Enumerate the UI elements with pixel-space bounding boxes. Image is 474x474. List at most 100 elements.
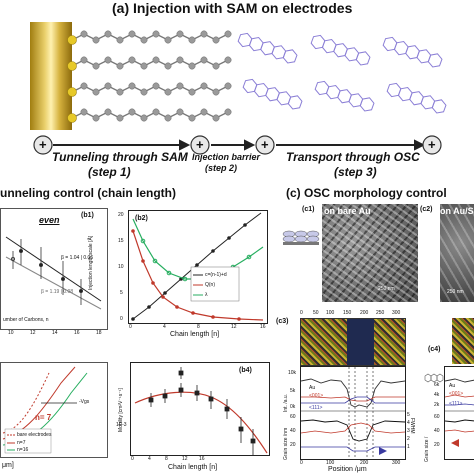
c3-p001: <001> bbox=[309, 393, 324, 399]
c3-map bbox=[300, 318, 406, 366]
b4-xtick: 0 bbox=[131, 456, 134, 462]
panel-b4: (b4) bbox=[130, 362, 270, 456]
b1-plot bbox=[5, 236, 102, 310]
c4-label: (c4) bbox=[428, 346, 441, 353]
c3-ytick-right: 4 bbox=[407, 420, 410, 426]
b4-xtick: 8 bbox=[165, 456, 168, 462]
b1-tag: even bbox=[39, 215, 60, 225]
transport-arrows bbox=[53, 139, 426, 151]
c1-label: (c1) bbox=[302, 206, 315, 213]
b2-label: (b2) bbox=[135, 215, 148, 222]
c3-top-tick: 300 bbox=[392, 310, 401, 316]
figure-title-a: (a) Injection with SAM on electrodes bbox=[112, 0, 353, 16]
charge-circles bbox=[33, 135, 442, 155]
plus-sign: + bbox=[261, 137, 269, 152]
c3-ytick-grain: 60 bbox=[290, 414, 296, 420]
b2-ytick: 0 bbox=[120, 316, 123, 322]
c2-label: (c2) bbox=[420, 206, 433, 213]
c3-p111: <111> bbox=[309, 405, 323, 411]
panel-b1: (b1) even β = 1.04 | 0.06 β = 1.19 | 0.0… bbox=[0, 208, 108, 330]
panel-c3-plot: Au <001> <111> bbox=[300, 366, 406, 460]
b2-legend-item: λ bbox=[205, 292, 208, 298]
b1-xlabel: umber of Carbons, n bbox=[3, 317, 49, 323]
c3-ytick-right: 1 bbox=[407, 444, 410, 450]
c3-xlabel: Position /μm bbox=[328, 466, 367, 473]
c4-au: Au bbox=[449, 383, 456, 389]
c3-ytick-grain: 40 bbox=[290, 428, 296, 434]
c4-map bbox=[452, 318, 474, 364]
c2-caption: on Au/SAM bbox=[440, 206, 474, 216]
b1-beta2: β = 1.19 | 0.08 bbox=[41, 289, 74, 295]
c3-label: (c3) bbox=[276, 318, 289, 325]
b2-ytick: 10 bbox=[118, 264, 124, 270]
sulfur-anchors bbox=[67, 35, 77, 123]
sem-image-c1 bbox=[322, 204, 418, 302]
step3-sub: (step 3) bbox=[334, 165, 377, 179]
b3-xlabel: μm] bbox=[2, 462, 14, 469]
b2-xtick: 4 bbox=[163, 324, 166, 330]
c4-p111: <111> bbox=[449, 401, 463, 407]
b4-plot bbox=[134, 367, 268, 455]
b4-xtick: 12 bbox=[182, 456, 188, 462]
plus-sign: + bbox=[196, 137, 204, 152]
c4-ytick-int: 2k bbox=[434, 402, 440, 408]
stack-icon bbox=[282, 226, 320, 251]
c3-ytick-int: 5k bbox=[290, 388, 296, 394]
b1-beta1: β = 1.04 | 0.06 bbox=[61, 255, 94, 261]
c3-bottom-tick: 300 bbox=[392, 460, 401, 466]
c3-ytick-int: 10k bbox=[288, 370, 297, 376]
b4-label: (b4) bbox=[239, 367, 252, 374]
b2-ytick: 20 bbox=[118, 212, 124, 218]
b2-legend-item: Q(n) bbox=[205, 282, 215, 288]
c1-caption: on bare Au bbox=[324, 206, 371, 216]
c3-top-tick: 250 bbox=[376, 310, 385, 316]
c3-bottom-tick: 0 bbox=[300, 460, 303, 466]
b2-xtick: 8 bbox=[197, 324, 200, 330]
osc-molecules bbox=[237, 32, 447, 114]
b3-label: n= 7 bbox=[35, 413, 52, 422]
c4-ytick-int: 6k bbox=[434, 382, 440, 388]
plus-sign: + bbox=[428, 137, 436, 152]
c3-ytick-right: 5 bbox=[407, 412, 410, 418]
b2-xtick: 0 bbox=[129, 324, 132, 330]
b2-ytick: 15 bbox=[118, 238, 124, 244]
c3-ytick-right: 3 bbox=[407, 428, 410, 434]
c3-top-tick: 200 bbox=[360, 310, 369, 316]
b1-xtick: 18 bbox=[96, 330, 102, 336]
c3-ytick-right: 2 bbox=[407, 436, 410, 442]
sem-image-c2 bbox=[440, 204, 474, 302]
b3-legend-item: n=7 bbox=[17, 440, 26, 446]
c3-au: Au bbox=[309, 385, 316, 391]
c4-ytick-grain: 40 bbox=[434, 428, 440, 434]
b4-xlabel: Chain length [n] bbox=[168, 464, 218, 471]
section-b-title: unneling control (chain length) bbox=[0, 186, 176, 200]
sam-chains bbox=[71, 33, 229, 119]
c3-profiles bbox=[301, 367, 405, 459]
step2-sub: (step 2) bbox=[205, 163, 238, 173]
c4-ytick-int: 4k bbox=[434, 392, 440, 398]
b1-xtick: 12 bbox=[30, 330, 36, 336]
panel-b3: -Vgs n= 7 bare electrodes n=7 n=16 bbox=[0, 362, 108, 458]
b2-ytick: 5 bbox=[120, 290, 123, 296]
gold-electrode bbox=[30, 22, 72, 130]
c3-top-tick: 100 bbox=[326, 310, 335, 316]
b3-legend-item: bare electrodes bbox=[17, 432, 52, 438]
c4-ytick-grain: 20 bbox=[434, 442, 440, 448]
c3-top-tick: 0 bbox=[300, 310, 303, 316]
b2-legend-item: c=(n-1)+d bbox=[205, 272, 227, 278]
c4-p001: <001> bbox=[449, 391, 464, 397]
b2-ylabel: Injection length scale [Å] bbox=[88, 235, 94, 290]
c3-bottom-tick: 200 bbox=[360, 460, 369, 466]
c3-top-tick: 50 bbox=[313, 310, 319, 316]
c4-ytick-grain: 60 bbox=[434, 414, 440, 420]
c3-ylabel-int: Int. /a.u. bbox=[283, 393, 289, 412]
sam-atoms bbox=[80, 30, 232, 122]
panel-b2: (b2) c=(n-1)+d Q(n) λ bbox=[128, 210, 268, 324]
c3-ytick-grain: 20 bbox=[290, 442, 296, 448]
b2-xtick: 12 bbox=[231, 324, 237, 330]
c4-profiles bbox=[445, 378, 474, 447]
c4-molecule-icon bbox=[424, 370, 444, 388]
b1-label: (b1) bbox=[81, 212, 94, 219]
b2-xlabel: Chain length [n] bbox=[170, 331, 220, 338]
b1-xtick: 16 bbox=[74, 330, 80, 336]
